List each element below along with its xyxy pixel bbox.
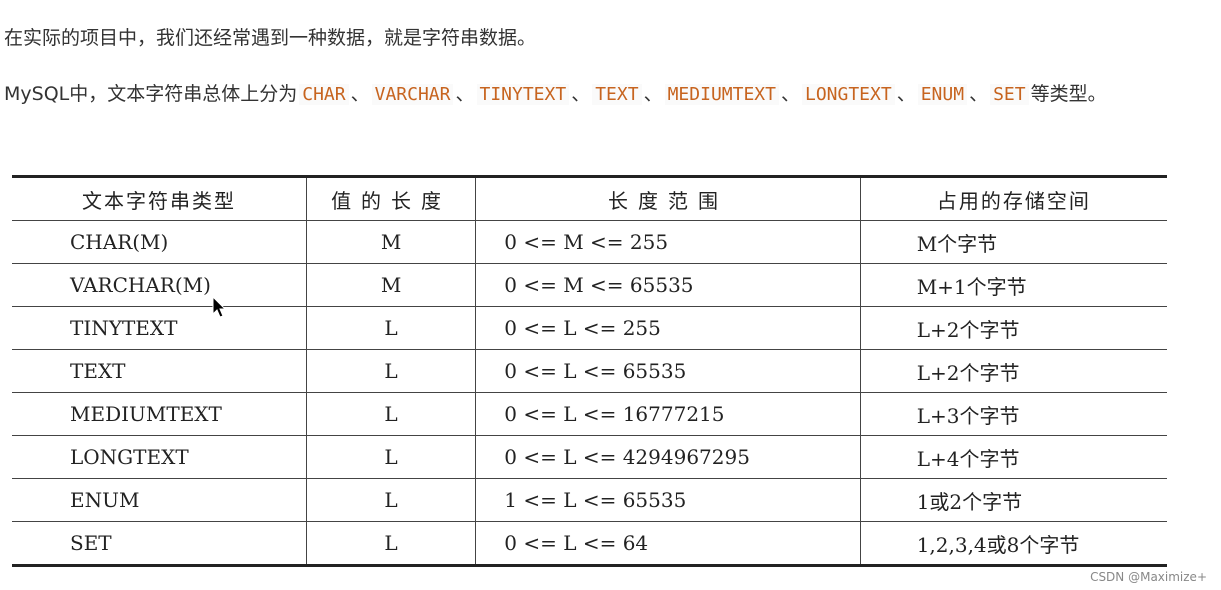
table-cell: 0 <= L <= 65535: [475, 349, 861, 393]
column-header: 值的长度: [305, 176, 476, 221]
table-row: TEXT L 0 <= L <= 65535 L+2个字节: [12, 349, 1167, 393]
column-header: 占用的存储空间: [859, 176, 1167, 221]
table-cell: LONGTEXT: [12, 435, 307, 479]
table-row: SET L 0 <= L <= 64 1,2,3,4或8个字节: [12, 521, 1167, 566]
table-cell: 1或2个字节: [859, 478, 1167, 522]
table-cell: ENUM: [12, 478, 307, 522]
table-cell: L: [305, 349, 476, 393]
table-cell: 1 <= L <= 65535: [475, 478, 861, 522]
para-suffix: 等类型。: [1030, 83, 1107, 105]
types-paragraph: MySQL中，文本字符串总体上分为 CHAR、 VARCHAR、 TINYTEXT、 T…: [4, 76, 1114, 113]
column-header: 长度范围: [475, 176, 861, 221]
table-cell: L+4个字节: [859, 435, 1167, 479]
table-cell: TEXT: [12, 349, 307, 393]
code-type-enum: ENUM: [917, 84, 968, 105]
table-cell: M: [305, 220, 476, 264]
separator: 、: [455, 83, 475, 105]
table-cell: M: [305, 263, 476, 307]
table-row: MEDIUMTEXT L 0 <= L <= 16777215 L+3个字节: [12, 392, 1167, 436]
table-row: TINYTEXT L 0 <= L <= 255 L+2个字节: [12, 306, 1167, 350]
separator: 、: [571, 83, 591, 105]
table-cell: 0 <= L <= 4294967295: [475, 435, 861, 479]
code-type-varchar: VARCHAR: [371, 84, 454, 105]
table-cell: 1,2,3,4或8个字节: [859, 521, 1167, 566]
table-cell: 0 <= L <= 255: [475, 306, 861, 350]
table-row: VARCHAR(M) M 0 <= M <= 65535 M+1个字节: [12, 263, 1167, 307]
code-type-text: TEXT: [592, 84, 642, 105]
separator: 、: [350, 83, 370, 105]
table-cell: L: [305, 521, 476, 566]
para-prefix: MySQL中，文本字符串总体上分为: [4, 83, 298, 105]
table-cell: CHAR(M): [12, 220, 307, 264]
table-cell: MEDIUMTEXT: [12, 392, 307, 436]
table-cell: M个字节: [859, 220, 1167, 264]
table-cell: 0 <= L <= 64: [475, 521, 861, 566]
table-cell: L+2个字节: [859, 306, 1167, 350]
separator: 、: [643, 83, 663, 105]
watermark: CSDN @Maximize+: [1090, 570, 1207, 584]
separator: 、: [969, 83, 989, 105]
table-cell: 0 <= M <= 255: [475, 220, 861, 264]
code-type-longtext: LONGTEXT: [801, 84, 895, 105]
separator: 、: [780, 83, 800, 105]
code-type-mediumtext: MEDIUMTEXT: [664, 84, 779, 105]
separator: 、: [896, 83, 916, 105]
table-row: CHAR(M) M 0 <= M <= 255 M个字节: [12, 220, 1167, 264]
table-cell: L: [305, 392, 476, 436]
table-cell: L: [305, 306, 476, 350]
table-cell: SET: [12, 521, 307, 566]
code-type-tinytext: TINYTEXT: [476, 84, 570, 105]
table-row: ENUM L 1 <= L <= 65535 1或2个字节: [12, 478, 1167, 522]
table-row: LONGTEXT L 0 <= L <= 4294967295 L+4个字节: [12, 435, 1167, 479]
table-cell: TINYTEXT: [12, 306, 307, 350]
table-cell: L: [305, 478, 476, 522]
table-cell: 0 <= M <= 65535: [475, 263, 861, 307]
intro-paragraph: 在实际的项目中，我们还经常遇到一种数据，就是字符串数据。: [4, 27, 537, 49]
string-types-table: 文本字符串类型 值的长度 长度范围 占用的存储空间 CHAR(M) M 0 <= M <=…: [12, 175, 1167, 567]
column-header: 文本字符串类型: [12, 176, 307, 221]
table-cell: L: [305, 435, 476, 479]
code-type-set: SET: [990, 84, 1029, 105]
code-type-char: CHAR: [299, 84, 349, 105]
table-cell: L+2个字节: [859, 349, 1167, 393]
mouse-cursor-icon: [212, 296, 227, 318]
table-cell: VARCHAR(M): [12, 263, 307, 307]
table-cell: 0 <= L <= 16777215: [475, 392, 861, 436]
table-cell: L+3个字节: [859, 392, 1167, 436]
table-cell: M+1个字节: [859, 263, 1167, 307]
